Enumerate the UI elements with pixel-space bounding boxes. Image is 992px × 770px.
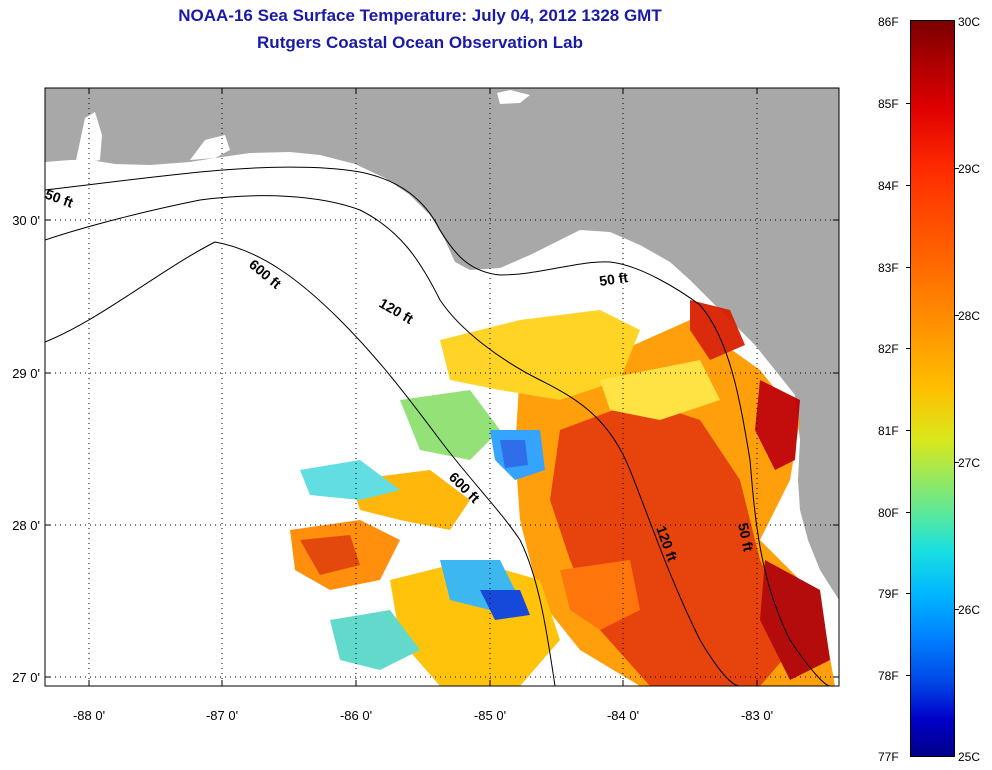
lat-label: 29 0' [12, 366, 40, 381]
bay-inlet-2 [190, 135, 230, 160]
colorbar-c-label: 27C [958, 456, 981, 470]
colorbar-c-label: 25C [958, 750, 981, 764]
lat-label: 27 0' [12, 670, 40, 685]
contour-120ft [45, 195, 741, 686]
colorbar-tick [906, 593, 910, 594]
colorbar-tick [906, 103, 910, 104]
colorbar-tick [906, 267, 910, 268]
colorbar-c-label: 29C [958, 162, 981, 176]
lat-label: 28 0' [12, 518, 40, 533]
map-frame [44, 87, 840, 687]
colorbar-tick [906, 675, 910, 676]
contour-600ft [45, 241, 556, 686]
colorbar-f-label: 79F [878, 587, 899, 601]
colorbar-f-label: 85F [878, 97, 899, 111]
map-title: NOAA-16 Sea Surface Temperature: July 04… [178, 6, 662, 25]
temperature-colorbar [910, 20, 955, 757]
lon-label: -84 0' [607, 708, 639, 723]
colorbar-tick [955, 315, 959, 316]
colorbar-f-label: 86F [878, 15, 899, 29]
contour-label: 50 ft [735, 521, 757, 553]
colorbar-f-label: 80F [878, 506, 899, 520]
colorbar-tick [906, 430, 910, 431]
lon-label: -85 0' [474, 708, 506, 723]
lon-label: -83 0' [741, 708, 773, 723]
colorbar-c-label: 26C [958, 603, 981, 617]
colorbar-tick [955, 168, 959, 169]
colorbar-tick [955, 609, 959, 610]
colorbar-f-label: 83F [878, 261, 899, 275]
colorbar-tick [906, 348, 910, 349]
colorbar-f-label: 78F [878, 669, 899, 683]
contour-50ft [45, 166, 831, 686]
colorbar-tick [906, 512, 910, 513]
land-mass [45, 88, 839, 600]
lon-label: -87 0' [206, 708, 238, 723]
sst-patches [290, 300, 835, 686]
colorbar-tick [955, 462, 959, 463]
map-subtitle: Rutgers Coastal Ocean Observation Lab [257, 33, 583, 52]
lon-label: -86 0' [340, 708, 372, 723]
colorbar-c-label: 28C [958, 309, 981, 323]
colorbar-c-label: 30C [958, 15, 981, 29]
colorbar-f-label: 81F [878, 424, 899, 438]
colorbar-tick [906, 185, 910, 186]
colorbar-f-label: 77F [878, 750, 899, 764]
depth-contours [45, 166, 831, 686]
contour-label: 50 ft [598, 269, 629, 289]
lat-label: 30 0' [12, 213, 40, 228]
lake [497, 90, 530, 104]
frame-ticks [45, 88, 839, 686]
colorbar-f-label: 84F [878, 179, 899, 193]
lon-label: -88 0' [73, 708, 105, 723]
colorbar-f-label: 82F [878, 342, 899, 356]
